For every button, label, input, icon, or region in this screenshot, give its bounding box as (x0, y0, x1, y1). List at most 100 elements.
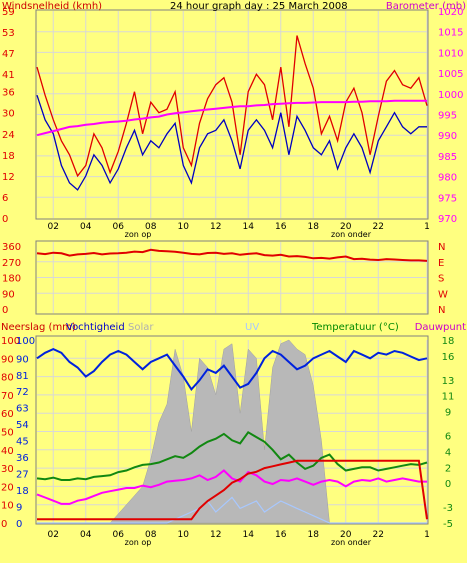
solar-axis-label: Solar (128, 322, 154, 333)
temperature-tick-11: 11 (442, 392, 455, 403)
humidity-tick-90: 90 (16, 354, 29, 365)
wind-xtick-02: 02 (48, 222, 59, 232)
wind-xtick-06: 06 (113, 222, 125, 232)
direction-tick-0: 0 (2, 305, 8, 316)
climate-xtick-20: 20 (340, 530, 352, 540)
sunrise-label-bottom: zon op (125, 538, 152, 547)
humidity-tick-27: 27 (16, 470, 29, 481)
rain-tick-60: 60 (1, 409, 14, 420)
direction-panel-series (36, 248, 428, 262)
temperature-tick--5: -5 (443, 519, 453, 530)
direction-tick-270: 270 (2, 258, 21, 269)
humidity-tick-54: 54 (16, 420, 29, 431)
barometer-tick-980: 980 (438, 173, 457, 184)
barometer-tick-1020: 1020 (438, 7, 463, 18)
sunset-label-top: zon onder (331, 230, 372, 239)
rain-line (37, 459, 428, 521)
wind-xtick-16: 16 (275, 222, 287, 232)
climate-xtick-22: 22 (373, 530, 384, 540)
rain-tick-20: 20 (1, 482, 14, 493)
wind-tick-36: 36 (2, 88, 15, 99)
dewpoint-line (36, 469, 427, 505)
sunset-label-bottom: zon onder (331, 538, 372, 547)
compass-N: N (438, 242, 445, 253)
humidity-tick-18: 18 (16, 486, 29, 497)
temperature-tick--3: -3 (443, 503, 453, 514)
wind-xtick-20: 20 (340, 222, 352, 232)
uv-line (37, 496, 427, 524)
wind-panel-series (36, 35, 428, 191)
rain-tick-80: 80 (1, 373, 14, 384)
wind_gust-line (36, 35, 428, 178)
climate-xtick-14: 14 (243, 530, 255, 540)
climate-xtick-06: 06 (113, 530, 125, 540)
compass-W: W (438, 289, 448, 300)
wind-panel-grid (37, 11, 428, 218)
temperature-tick-0: 0 (445, 479, 451, 490)
temperature-tick-18: 18 (442, 336, 455, 347)
wind-tick-30: 30 (2, 109, 15, 120)
humidity-tick-0: 0 (16, 519, 22, 530)
wind-tick-41: 41 (2, 70, 15, 81)
humidity-tick-72: 72 (16, 387, 29, 398)
direction-panel-axes: 0 N 90 W 180 S 270 E 360 N (2, 242, 448, 316)
humidity-tick-100: 100 (16, 336, 35, 347)
direction-tick-360: 360 (2, 242, 21, 253)
rain-tick-40: 40 (1, 446, 14, 457)
barometer-tick-975: 975 (438, 193, 457, 204)
climate-xtick-12: 12 (210, 530, 221, 540)
wind-tick-24: 24 (2, 130, 15, 141)
wind-xtick-18: 18 (308, 222, 320, 232)
wind-xtick-10: 10 (178, 222, 190, 232)
wind-xtick-12: 12 (210, 222, 221, 232)
humidity-tick-63: 63 (16, 404, 29, 415)
wind-xtick-14: 14 (243, 222, 255, 232)
humidity-tick-36: 36 (16, 453, 29, 464)
temperature-tick-6: 6 (445, 431, 451, 442)
humidity-tick-45: 45 (16, 437, 29, 448)
temperature-tick-16: 16 (442, 352, 455, 363)
wind_avg-line (36, 94, 427, 191)
climate-panel-series (36, 339, 428, 524)
barometer-tick-985: 985 (438, 152, 457, 163)
wind-xtick-04: 04 (80, 222, 92, 232)
temperature-tick-9: 9 (445, 408, 451, 419)
wind-tick-0: 0 (2, 214, 8, 225)
barometer-tick-1015: 1015 (438, 28, 463, 39)
humidity-tick-9: 9 (16, 503, 22, 514)
chart-title: 24 hour graph day : 25 March 2008 (170, 1, 348, 12)
temperature-tick-13: 13 (442, 376, 455, 387)
wind-tick-18: 18 (2, 151, 15, 162)
climate-xtick-08: 08 (145, 530, 157, 540)
temperature-line (36, 430, 428, 481)
barometer-tick-1005: 1005 (438, 69, 463, 80)
temperature-tick-2: 2 (445, 463, 451, 474)
rain-tick-10: 10 (1, 501, 14, 512)
wind-xtick-22: 22 (373, 222, 384, 232)
climate-xtick-02: 02 (48, 530, 59, 540)
humidity-line (36, 348, 428, 392)
climate-xtick-16: 16 (275, 530, 287, 540)
wind-tick-47: 47 (2, 49, 15, 60)
barometer-axis-label: Barometer (mb) (386, 1, 466, 12)
direction-tick-180: 180 (2, 274, 21, 285)
compass-E: E (438, 258, 444, 269)
direction-tick-90: 90 (2, 289, 15, 300)
barometer-tick-990: 990 (438, 131, 457, 142)
wind-xtick-1: 1 (424, 222, 430, 232)
sunrise-label-top: zon op (125, 230, 152, 239)
temperature-axis-label: Temperatuur (°C) (311, 322, 399, 333)
rain-tick-90: 90 (1, 354, 14, 365)
climate-panel-axes: 0102030405060708090100091827364554637281… (1, 336, 454, 540)
barometer-line (36, 99, 427, 137)
rain-tick-100: 100 (1, 336, 20, 347)
wind-tick-59: 59 (2, 7, 15, 18)
temperature-tick-4: 4 (445, 447, 451, 458)
climate-xtick-1: 1 (424, 530, 430, 540)
rain-axis-label: Neerslag (mm) (1, 322, 76, 333)
barometer-tick-1000: 1000 (438, 90, 463, 101)
barometer-tick-970: 970 (438, 214, 457, 225)
wind-axis-label: Windsnelheid (kmh) (2, 1, 102, 12)
climate-xtick-10: 10 (178, 530, 190, 540)
